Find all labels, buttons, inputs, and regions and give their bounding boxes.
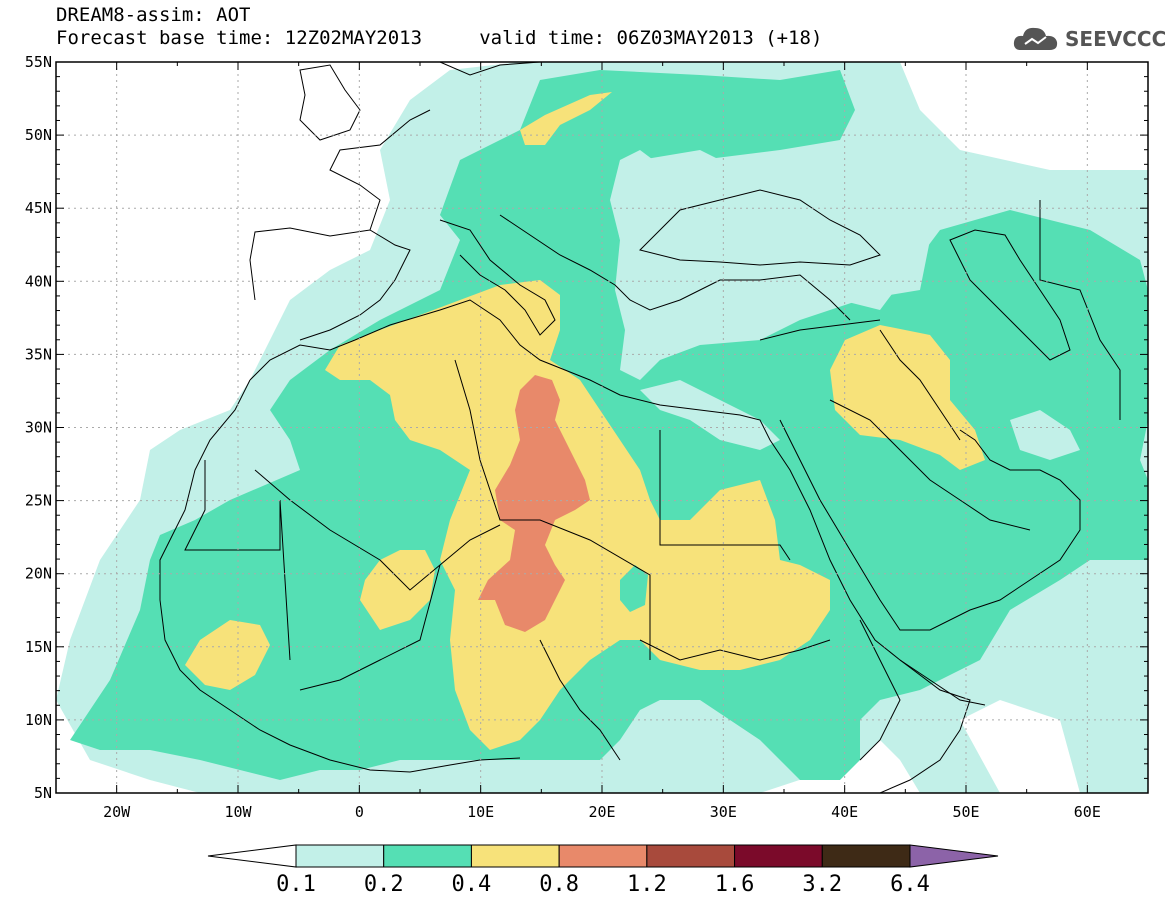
aot-level-0-4-central-europe: [520, 92, 612, 145]
border-central-africa: [539, 639, 621, 761]
lon-label: 40E: [831, 803, 858, 821]
colorbar-swatch: [646, 844, 736, 868]
coast-scandinavia: [439, 62, 541, 76]
colorbar-level-label: 0.4: [452, 872, 492, 897]
border-algeria-libya: [454, 359, 651, 660]
lat-label: 45N: [25, 199, 52, 217]
lat-label: 5N: [34, 784, 52, 802]
colorbar: 0.1 0.2 0.4 0.8 1.2 1.6 3.2 6.4: [207, 844, 999, 897]
colorbar-level-label: 1.2: [627, 872, 667, 897]
colorbar-swatch: [558, 844, 648, 868]
border-mauritania: [184, 460, 291, 661]
aot-level-0-1-gulf: [1010, 410, 1080, 460]
colorbar-level-label: 1.6: [715, 872, 755, 897]
colorbar-swatch: [734, 844, 823, 868]
colorbar-level-label: 0.1: [276, 872, 316, 897]
colorbar-swatch: [821, 844, 911, 868]
coast-arabia: [779, 419, 1081, 631]
colorbar-swatch: [470, 844, 560, 868]
coast-africa-atlantic: [159, 379, 521, 773]
lat-label: 15N: [25, 638, 52, 656]
aot-level-0-8-core: [478, 375, 590, 632]
lon-label: 30E: [710, 803, 737, 821]
aot-level-0-4-iraq: [830, 325, 985, 470]
map-title: DREAM8-assim: AOT: [56, 4, 251, 26]
border-iraq-iran: [879, 329, 961, 441]
coast-horn: [879, 659, 971, 793]
border-turkey-syria: [759, 319, 881, 341]
colorbar-swatch: [383, 844, 472, 868]
forecast-time-line: Forecast base time: 12Z02MAY2013 valid t…: [56, 27, 823, 49]
aot-level-0-2-chad: [620, 565, 648, 612]
colorbar-level-label: 3.2: [802, 872, 842, 897]
lon-label: 60E: [1074, 803, 1101, 821]
aot-level-0-4-senegal: [185, 620, 270, 690]
colorbar-over-triangle: [909, 844, 999, 868]
lat-label: 40N: [25, 272, 52, 290]
border-mali: [254, 469, 501, 591]
lon-label: 20W: [103, 803, 131, 821]
coast-balkans: [499, 214, 851, 321]
colorbar-level-label: 6.4: [890, 872, 930, 897]
colorbar-level-label: 0.8: [539, 872, 579, 897]
aot-level-0-1-sea: [640, 380, 780, 450]
coast-france: [329, 109, 431, 231]
aot-level-0-4-mali: [360, 550, 435, 630]
lat-label: 20N: [25, 565, 52, 583]
map-axes: 20W 10W 0 10E 20E 30E 40E 50E 60E 55N 50N 45N 40N 35N…: [25, 53, 1149, 821]
border-niger: [299, 564, 441, 691]
coast-iberia: [249, 227, 411, 341]
colorbar-level-label: 0.2: [364, 872, 404, 897]
border-saudi: [829, 399, 1031, 531]
lat-label: 35N: [25, 345, 52, 363]
border-iran-east: [1039, 200, 1121, 420]
seevccc-logo: SEEVCCC: [1011, 22, 1165, 56]
coast-africa-west: [249, 299, 986, 706]
coast-britain: [299, 64, 361, 141]
coast-black-sea: [639, 189, 881, 266]
colorbar-under-triangle: [207, 844, 297, 868]
lat-label: 55N: [25, 53, 52, 71]
lon-label: 20E: [588, 803, 615, 821]
colorbar-swatch: [295, 844, 385, 868]
lat-label: 50N: [25, 126, 52, 144]
coast-caspian: [949, 229, 1071, 361]
cloud-icon: [1013, 27, 1058, 50]
lat-label: 10N: [25, 711, 52, 729]
lon-label: 50E: [952, 803, 979, 821]
aot-level-0-4-sahara: [325, 280, 830, 750]
lon-label: 0: [355, 803, 364, 821]
coastlines: [159, 62, 1121, 793]
coast-italy: [439, 219, 556, 336]
lon-label: 10E: [467, 803, 494, 821]
logo-text: SEEVCCC: [1065, 27, 1165, 51]
lon-label: 10W: [224, 803, 252, 821]
lat-label: 30N: [25, 419, 52, 437]
border-egypt-sudan: [659, 430, 791, 561]
border-sudan-south: [639, 639, 831, 661]
lat-label: 25N: [25, 492, 52, 510]
